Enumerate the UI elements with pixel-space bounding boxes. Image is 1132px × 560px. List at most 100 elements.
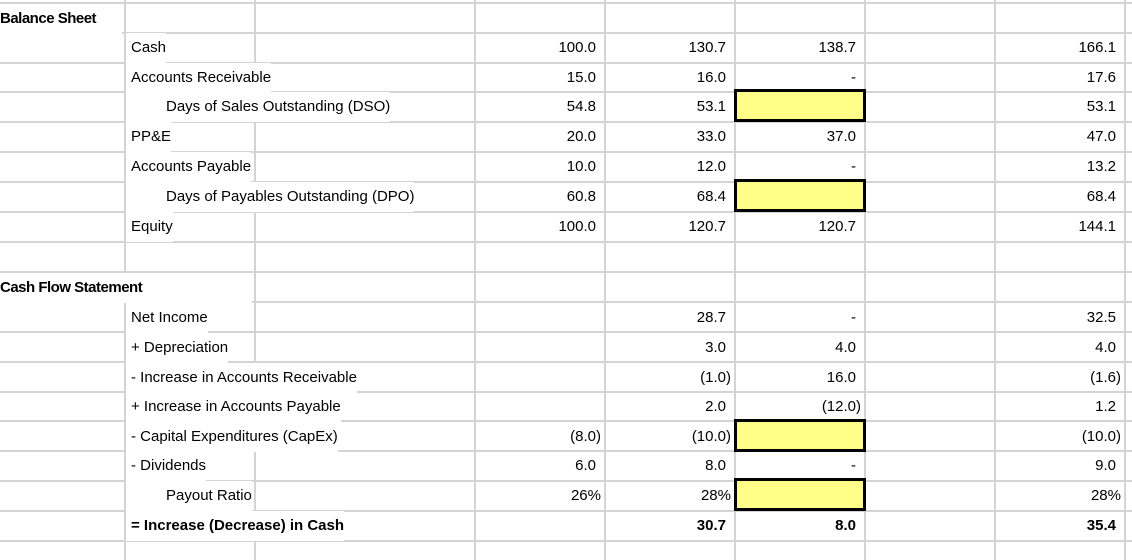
value-cell-c5[interactable]: 47.0 (1086, 128, 1116, 145)
balance-sheet-header-row: Balance Sheet (0, 4, 1132, 34)
value-cell-c5[interactable]: 32.5 (1086, 309, 1116, 326)
value-cell-c2[interactable]: 28.7 (696, 309, 726, 326)
row-label-cell[interactable]: - Dividends (126, 451, 207, 481)
value-cell-c2[interactable]: 68.4 (696, 188, 726, 205)
value-cell-c4[interactable] (866, 303, 994, 333)
value-cell-c4[interactable] (866, 152, 994, 182)
value-cell-c2[interactable]: 16.0 (696, 69, 726, 86)
value-cell-c4[interactable] (866, 92, 994, 122)
value-cell-c1[interactable]: 100.0 (558, 39, 596, 56)
value-cell-c1[interactable] (476, 363, 604, 393)
value-cell-c3[interactable]: 16.0 (826, 369, 856, 386)
value-cell-c1[interactable] (476, 392, 604, 422)
value-cell-c4[interactable] (866, 392, 994, 422)
cash-flow-header-row: Cash Flow Statement (0, 273, 1132, 303)
gridline (734, 0, 736, 560)
value-cell-c1[interactable] (476, 511, 604, 541)
value-cell-c3[interactable]: - (851, 69, 856, 86)
value-cell-c2[interactable]: (1.0) (700, 369, 731, 386)
value-cell-c4[interactable] (866, 451, 994, 481)
value-cell-c5[interactable]: 28% (1090, 487, 1121, 504)
value-cell-c3[interactable]: 138.7 (818, 39, 856, 56)
value-cell-c4[interactable] (866, 182, 994, 212)
row-label-cell[interactable]: Accounts Receivable (126, 63, 272, 93)
value-cell-c3[interactable]: (12.0) (821, 398, 861, 415)
row-label-cell[interactable]: = Increase (Decrease) in Cash (126, 511, 345, 541)
value-cell-c1[interactable] (476, 333, 604, 363)
value-cell-c4[interactable] (866, 63, 994, 93)
value-cell-c2[interactable]: 8.0 (705, 457, 726, 474)
value-cell-c5[interactable]: (1.6) (1090, 369, 1121, 386)
value-cell-c3[interactable]: 8.0 (835, 517, 856, 534)
highlighted-input-cell[interactable] (734, 89, 866, 122)
row-label-cell[interactable]: Payout Ratio (126, 481, 252, 511)
value-cell-c2[interactable]: 3.0 (705, 339, 726, 356)
row-label-cell[interactable]: PP&E (126, 122, 172, 152)
value-cell-c4[interactable] (866, 333, 994, 363)
value-cell-c4[interactable] (866, 422, 994, 452)
row-label-cell[interactable]: - Capital Expenditures (CapEx) (126, 422, 338, 452)
row-label-cell[interactable]: + Depreciation (126, 333, 229, 363)
value-cell-c3[interactable]: 120.7 (818, 218, 856, 235)
value-cell-c2[interactable]: (10.0) (691, 428, 731, 445)
value-cell-c3[interactable]: - (851, 457, 856, 474)
value-cell-c1[interactable]: 60.8 (566, 188, 596, 205)
value-cell-c2[interactable]: 28% (700, 487, 731, 504)
table-row: Days of Sales Outstanding (DSO) 54.8 53.1 5… (0, 89, 1132, 122)
section-title[interactable]: Balance Sheet (0, 4, 122, 34)
value-cell-c1[interactable] (476, 303, 604, 333)
value-cell-c3[interactable]: 37.0 (826, 128, 856, 145)
value-cell-c5[interactable]: 9.0 (1095, 457, 1116, 474)
highlighted-input-cell[interactable] (734, 478, 866, 511)
row-label-cell[interactable]: Accounts Payable (126, 152, 252, 182)
value-cell-c2[interactable]: 30.7 (696, 517, 726, 534)
value-cell-c5[interactable]: 68.4 (1086, 188, 1116, 205)
value-cell-c2[interactable]: 53.1 (696, 98, 726, 115)
table-row: Net Income 28.7 - 32.5 (0, 303, 1132, 333)
value-cell-c3[interactable]: - (851, 309, 856, 326)
value-cell-c5[interactable]: 166.1 (1078, 39, 1116, 56)
value-cell-c2[interactable]: 33.0 (696, 128, 726, 145)
gridline (0, 391, 1132, 393)
row-label-cell[interactable]: Days of Sales Outstanding (DSO) (126, 92, 391, 122)
value-cell-c4[interactable] (866, 33, 994, 63)
value-cell-c1[interactable]: 15.0 (566, 69, 596, 86)
value-cell-c5[interactable]: 17.6 (1086, 69, 1116, 86)
row-label-cell[interactable]: Net Income (126, 303, 208, 333)
value-cell-c4[interactable] (866, 212, 994, 242)
highlighted-input-cell[interactable] (734, 419, 866, 452)
value-cell-c5[interactable]: 35.4 (1086, 517, 1116, 534)
value-cell-c5[interactable]: 1.2 (1095, 398, 1116, 415)
row-label-cell[interactable]: Equity (126, 212, 173, 242)
value-cell-c1[interactable]: 54.8 (566, 98, 596, 115)
gridline (0, 91, 1132, 93)
row-label-cell[interactable]: Cash (126, 33, 167, 63)
value-cell-c2[interactable]: 12.0 (696, 158, 726, 175)
value-cell-c4[interactable] (866, 481, 994, 511)
gridline (0, 450, 1132, 452)
row-label-cell[interactable]: + Increase in Accounts Payable (126, 392, 341, 422)
value-cell-c1[interactable]: 20.0 (566, 128, 596, 145)
section-title[interactable]: Cash Flow Statement (0, 273, 252, 303)
value-cell-c2[interactable]: 2.0 (705, 398, 726, 415)
row-label-cell[interactable]: - Increase in Accounts Receivable (126, 363, 357, 393)
value-cell-c1[interactable]: 26% (570, 487, 601, 504)
value-cell-c1[interactable]: 10.0 (566, 158, 596, 175)
value-cell-c4[interactable] (866, 511, 994, 541)
value-cell-c4[interactable] (866, 363, 994, 393)
value-cell-c5[interactable]: 13.2 (1086, 158, 1116, 175)
value-cell-c2[interactable]: 120.7 (688, 218, 726, 235)
value-cell-c5[interactable]: 4.0 (1095, 339, 1116, 356)
value-cell-c3[interactable]: 4.0 (835, 339, 856, 356)
value-cell-c3[interactable]: - (851, 158, 856, 175)
value-cell-c5[interactable]: (10.0) (1081, 428, 1121, 445)
value-cell-c1[interactable]: (8.0) (570, 428, 601, 445)
value-cell-c1[interactable]: 100.0 (558, 218, 596, 235)
row-label-cell[interactable]: Days of Payables Outstanding (DPO) (126, 182, 415, 212)
value-cell-c2[interactable]: 130.7 (688, 39, 726, 56)
value-cell-c1[interactable]: 6.0 (575, 457, 596, 474)
highlighted-input-cell[interactable] (734, 179, 866, 212)
value-cell-c4[interactable] (866, 122, 994, 152)
value-cell-c5[interactable]: 53.1 (1086, 98, 1116, 115)
value-cell-c5[interactable]: 144.1 (1078, 218, 1116, 235)
